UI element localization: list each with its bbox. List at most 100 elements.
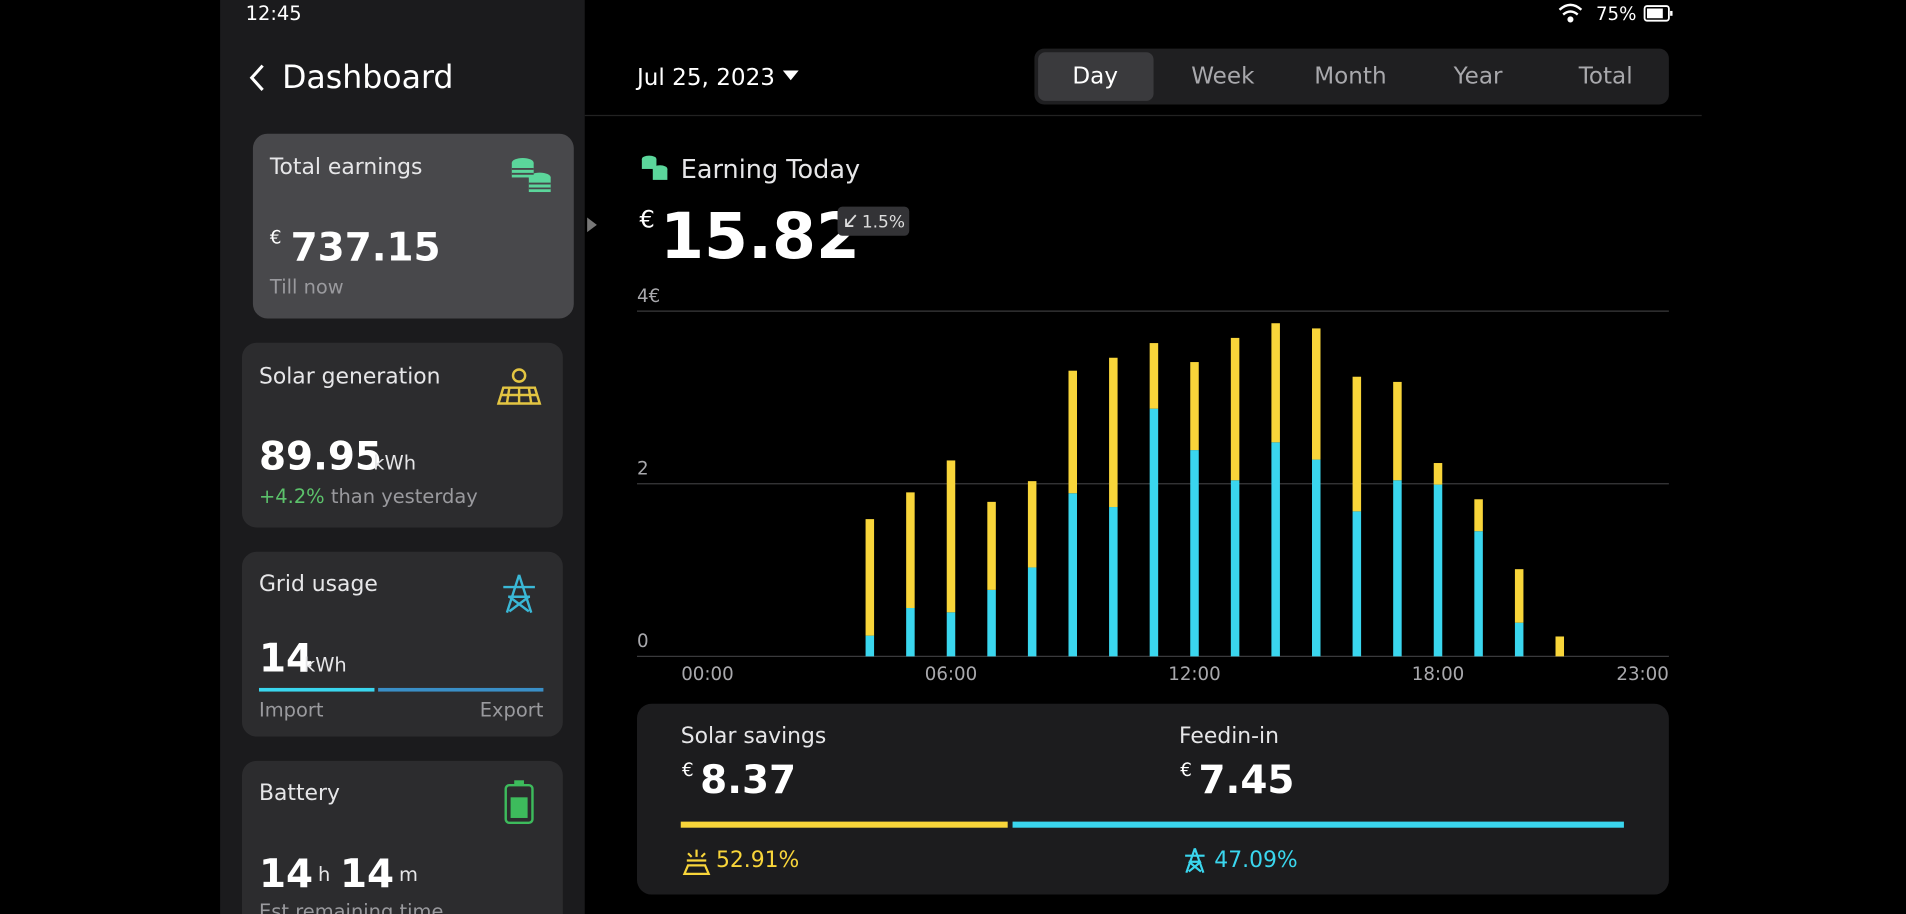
card-title: Solar generation xyxy=(259,364,441,389)
summary-label: Solar savings xyxy=(681,724,827,749)
tab[interactable]: Week xyxy=(1191,64,1255,90)
x-tick-label: 18:00 xyxy=(1412,664,1465,685)
grid-icon xyxy=(1185,848,1205,874)
bar-segment xyxy=(1027,481,1037,568)
bar-segment xyxy=(865,635,875,657)
bar-segment xyxy=(1068,370,1077,494)
card-title: Battery xyxy=(259,781,340,806)
change: +4.2% xyxy=(259,484,325,507)
tab[interactable]: Total xyxy=(1578,64,1633,90)
bar-segment xyxy=(1149,408,1159,657)
bar-segment xyxy=(1474,531,1483,657)
y-tick-label: 0 xyxy=(637,631,649,652)
date-picker[interactable]: Jul 25, 2023 xyxy=(635,65,775,91)
bar-segment xyxy=(1068,493,1077,657)
coins-icon xyxy=(511,158,551,193)
export-label: Export xyxy=(480,698,544,721)
bar-segment xyxy=(1474,499,1483,532)
solar-share-bar xyxy=(680,821,1008,828)
currency: € xyxy=(1180,760,1192,781)
feedin-share-bar xyxy=(1012,821,1624,828)
x-tick-label: 00:00 xyxy=(681,664,734,685)
bar-segment xyxy=(906,608,915,657)
change-arrow xyxy=(845,214,857,227)
bar-segment xyxy=(1149,343,1159,409)
x-tick-label: 12:00 xyxy=(1168,664,1221,685)
tab-selected xyxy=(1038,52,1154,101)
bar-segment xyxy=(1352,511,1362,657)
bar-segment xyxy=(1311,459,1321,657)
bar-segment xyxy=(946,612,956,657)
bar-segment xyxy=(1271,442,1280,657)
bar-segment xyxy=(906,492,915,609)
tabs: Day Week Month Year Total xyxy=(1038,52,1633,101)
solar-icon xyxy=(682,849,711,875)
solar-card[interactable] xyxy=(241,342,563,528)
summary-share: 52.91% xyxy=(716,848,799,873)
coins-icon-small xyxy=(641,155,668,180)
bar-segment xyxy=(1393,480,1402,657)
bar-segment xyxy=(987,501,996,590)
wifi-icon xyxy=(1558,3,1583,23)
import-label: Import xyxy=(259,698,324,721)
card-title: Total earnings xyxy=(269,155,423,180)
tab[interactable]: Month xyxy=(1314,64,1386,90)
minutes: 14 xyxy=(340,851,394,896)
change-line: +4.2% than yesterday xyxy=(259,484,478,507)
summary-share: 47.09% xyxy=(1214,848,1297,873)
y-tick-label: 2 xyxy=(637,459,649,480)
change: 1.5% xyxy=(862,212,905,232)
sidebar-title: Dashboard xyxy=(282,60,453,96)
tab[interactable]: Day xyxy=(1072,64,1118,90)
tab[interactable]: Year xyxy=(1453,64,1503,90)
battery-card[interactable] xyxy=(241,760,563,914)
summary-label: Feedin-in xyxy=(1179,724,1279,749)
battery-icon xyxy=(1643,5,1673,22)
status-time: 12:45 xyxy=(246,2,302,25)
summary-value: 7.45 xyxy=(1199,758,1295,803)
currency: € xyxy=(270,228,282,249)
chart: 0 2 4€ 00:00 06:00 12:00 18:00 23:00 xyxy=(636,286,1669,685)
grid-value: 14 xyxy=(259,636,313,681)
card-note: Est remaining time xyxy=(259,900,443,914)
tab-bar xyxy=(1034,48,1669,105)
earnings-value: 737.15 xyxy=(291,225,441,270)
battery-card-icon xyxy=(504,780,534,825)
bar-segment xyxy=(1027,567,1037,657)
currency: € xyxy=(682,760,694,781)
dropdown-arrow[interactable] xyxy=(782,70,799,81)
x-tick-label: 23:00 xyxy=(1616,664,1669,685)
import-bar xyxy=(258,687,375,692)
bar-segment xyxy=(1109,507,1118,657)
bar-segment xyxy=(1433,484,1443,657)
unit: kWh xyxy=(304,653,347,676)
bar-segment xyxy=(987,589,996,657)
bar-segment xyxy=(1352,376,1362,512)
earnings-card[interactable] xyxy=(252,133,574,319)
summary: Solar savings € 8.37 52.91% Feedin-in € 7.45 47… xyxy=(680,724,1624,875)
bar-segment xyxy=(1230,337,1240,481)
collapse-arrow[interactable] xyxy=(587,217,597,233)
card-note: Till now xyxy=(269,275,344,298)
solar-icon xyxy=(496,368,542,405)
y-tick-label: 4€ xyxy=(637,286,660,307)
x-tick-label: 06:00 xyxy=(925,664,978,685)
hours: 14 xyxy=(259,851,313,896)
solar-value: 89.95 xyxy=(259,435,382,480)
bar-segment xyxy=(1433,463,1443,485)
bar-segment xyxy=(1555,636,1565,657)
bar-segment xyxy=(1514,622,1524,657)
hours-unit: h xyxy=(318,862,330,885)
unit: kWh xyxy=(373,452,416,475)
minutes-unit: m xyxy=(399,862,418,885)
bar-segment xyxy=(865,519,875,636)
bar-segment xyxy=(1190,450,1199,657)
bar-segment xyxy=(1311,328,1321,460)
currency: € xyxy=(639,204,654,233)
bar-segment xyxy=(1230,480,1240,657)
card-title: Grid usage xyxy=(259,572,378,597)
back-button[interactable] xyxy=(249,64,264,91)
export-bar xyxy=(378,687,544,692)
